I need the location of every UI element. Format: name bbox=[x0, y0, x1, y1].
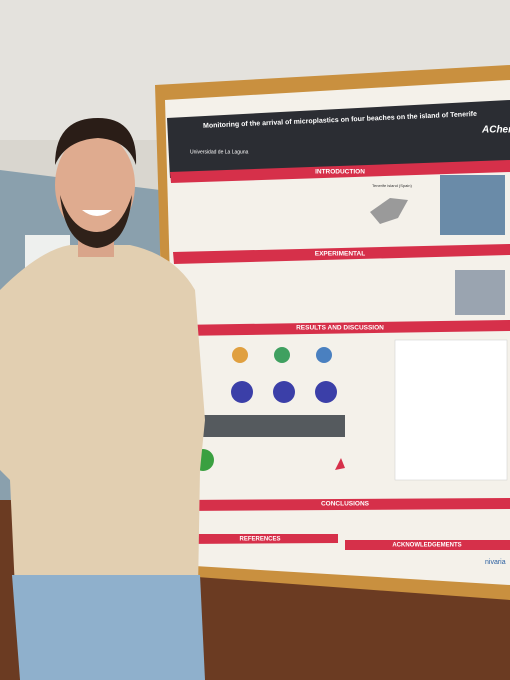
beard bbox=[60, 195, 132, 248]
section-bar bbox=[182, 534, 338, 544]
hair bbox=[55, 118, 137, 165]
equipment-photos bbox=[455, 270, 505, 315]
bar-charts bbox=[394, 339, 508, 481]
section-heading: INTRODUCTION bbox=[315, 169, 365, 176]
section-heading: RESULTS AND DISCUSSION bbox=[296, 325, 384, 332]
pie-icon bbox=[232, 347, 248, 363]
section-bar bbox=[173, 244, 510, 264]
micrographs bbox=[185, 415, 345, 437]
flag-icon bbox=[335, 458, 345, 470]
map-label: Tenerife island (Spain) bbox=[372, 183, 412, 188]
section-heading: CONCLUSIONS bbox=[321, 501, 370, 508]
section-bar bbox=[345, 540, 510, 550]
pie-icon bbox=[231, 381, 253, 403]
pie-icon bbox=[315, 381, 337, 403]
section-heading: ACKNOWLEDGEMENTS bbox=[392, 543, 461, 549]
smile bbox=[82, 210, 112, 216]
face bbox=[55, 133, 135, 237]
logo: AChem bbox=[481, 125, 510, 136]
pie-icon bbox=[316, 347, 332, 363]
shirt bbox=[0, 245, 205, 590]
section-heading: REFERENCES bbox=[239, 537, 280, 543]
section-bar bbox=[175, 320, 510, 336]
institution: Universidad de La Laguna bbox=[190, 149, 249, 155]
poster-header bbox=[167, 100, 510, 178]
section-bar bbox=[170, 160, 510, 183]
sponsor-logo: nivaria bbox=[485, 559, 506, 566]
pie-icon bbox=[273, 381, 295, 403]
section-heading: EXPERIMENTAL bbox=[315, 251, 365, 258]
photo-tiles bbox=[440, 175, 505, 235]
jeans bbox=[12, 575, 205, 680]
section-bar bbox=[180, 498, 510, 511]
pie-icon bbox=[274, 347, 290, 363]
island-map bbox=[370, 198, 408, 224]
